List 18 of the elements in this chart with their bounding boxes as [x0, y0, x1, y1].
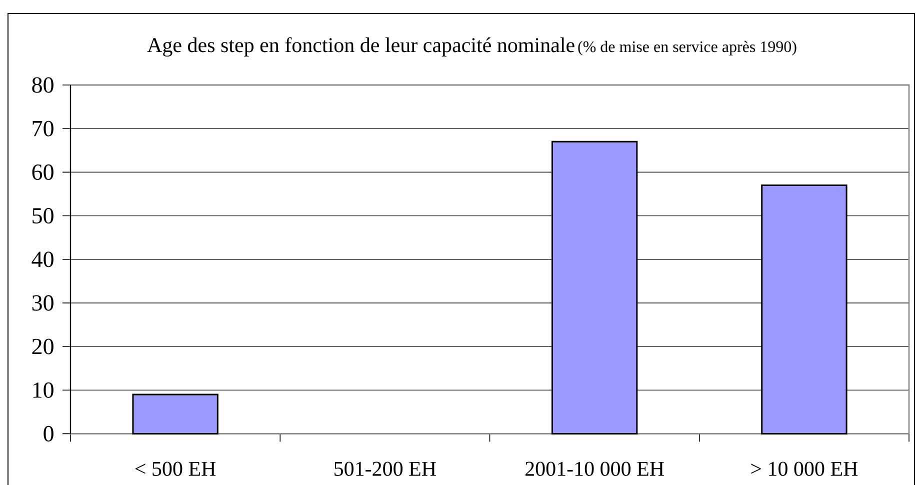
y-tick-label: 10 — [33, 382, 54, 398]
x-tick-label: 2001-10 000 EH — [525, 462, 664, 476]
x-tick-label: 501-200 EH — [334, 462, 436, 476]
y-tick-label: 70 — [32, 120, 54, 136]
x-tick-label: > 10 000 EH — [751, 462, 858, 476]
y-tick-label: 30 — [32, 295, 54, 311]
bar — [551, 140, 638, 434]
y-tick-label: 0 — [44, 426, 54, 442]
y-tick-label: 40 — [32, 252, 54, 268]
bar — [761, 184, 848, 434]
chart-title: Age des step en fonction de leur capacité nominale — [147, 37, 574, 57]
y-tick-label: 50 — [32, 208, 54, 224]
x-tick-label: < 500 EH — [135, 462, 216, 476]
y-tick-label: 60 — [32, 164, 54, 180]
bar — [132, 394, 218, 434]
y-tick-label: 80 — [32, 77, 54, 93]
y-tick-label: 20 — [32, 338, 54, 354]
chart-subtitle: (% de mise en service après 1990) — [578, 40, 796, 56]
